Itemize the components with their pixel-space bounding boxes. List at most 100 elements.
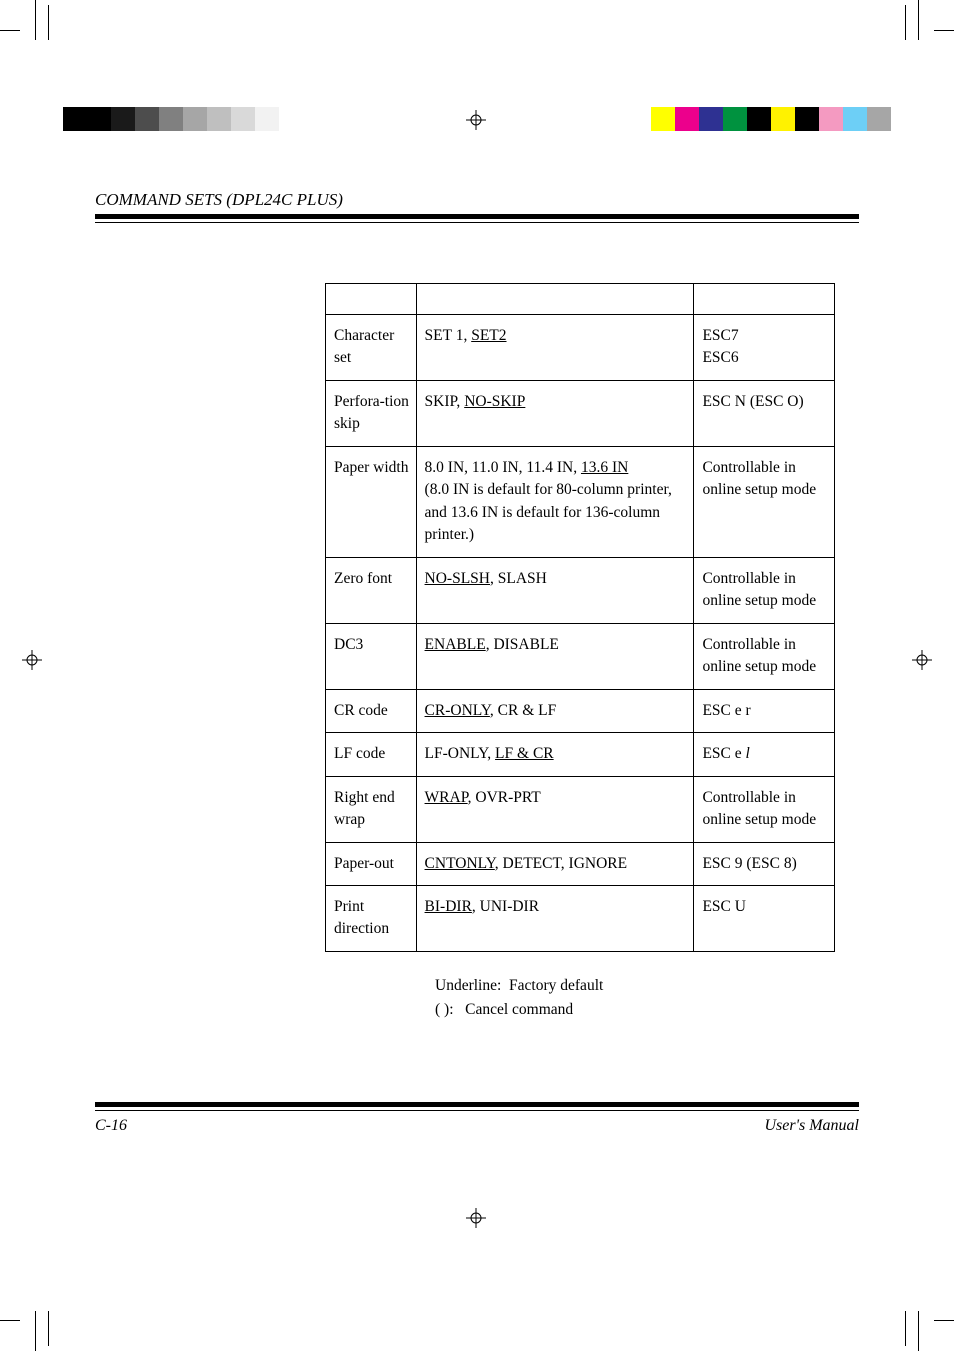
setting-command-cell: ESC U — [694, 885, 835, 951]
page-body: COMMAND SETS (DPL24C PLUS) Character set… — [95, 190, 859, 1022]
page-number: C-16 — [95, 1117, 127, 1135]
cell-text: , SLASH — [490, 570, 547, 587]
table-header-cell — [694, 284, 835, 315]
colorbar-cmyk — [651, 107, 891, 131]
setting-command-cell: ESC e l — [694, 733, 835, 776]
setting-options-cell: CNTONLY, DETECT, IGNORE — [416, 842, 694, 885]
setting-name-cell: LF code — [326, 733, 417, 776]
setting-name-cell: Perfora-tion skip — [326, 380, 417, 446]
cell-text: Controllable in online setup mode — [702, 570, 816, 609]
cell-text: CR-ONLY — [425, 702, 490, 719]
cell-text: (8.0 IN is default for 80-column printer… — [425, 481, 672, 543]
setting-options-cell: NO-SLSH, SLASH — [416, 557, 694, 623]
swatch — [255, 107, 279, 131]
cell-text: ENABLE — [425, 636, 486, 653]
doc-title: User's Manual — [764, 1117, 859, 1135]
table-row: Character setSET 1, SET2ESC7ESC6 — [326, 315, 835, 381]
setting-command-cell: Controllable in online setup mode — [694, 776, 835, 842]
table-row: DC3ENABLE, DISABLEControllable in online… — [326, 623, 835, 689]
cell-text: , DETECT, IGNORE — [495, 855, 627, 872]
cell-text: ESC N (ESC O) — [702, 393, 803, 410]
cell-text: , CR & LF — [490, 702, 556, 719]
header-rule — [95, 214, 859, 223]
swatch — [111, 107, 135, 131]
setting-options-cell: SKIP, NO-SKIP — [416, 380, 694, 446]
swatch — [135, 107, 159, 131]
setting-options-cell: ENABLE, DISABLE — [416, 623, 694, 689]
cell-text: SET2 — [471, 327, 506, 344]
swatch — [795, 107, 819, 131]
setting-name-cell: CR code — [326, 689, 417, 732]
section-title: COMMAND SETS (DPL24C PLUS) — [95, 190, 859, 210]
note-text: Factory default — [509, 977, 603, 994]
setting-name-cell: Zero font — [326, 557, 417, 623]
setting-options-cell: WRAP, OVR-PRT — [416, 776, 694, 842]
crop-mark — [918, 0, 919, 40]
registration-mark-icon — [22, 650, 42, 670]
table-row: Paper-outCNTONLY, DETECT, IGNOREESC 9 (E… — [326, 842, 835, 885]
table-header-cell — [326, 284, 417, 315]
cell-text: BI-DIR — [425, 898, 472, 915]
setting-name-cell: Print direction — [326, 885, 417, 951]
cell-text: 13.6 IN — [581, 459, 628, 476]
cell-text: l — [746, 745, 750, 762]
crop-mark — [0, 1320, 20, 1321]
setting-command-cell: ESC e r — [694, 689, 835, 732]
swatch — [183, 107, 207, 131]
cell-text: Controllable in online setup mode — [702, 459, 816, 498]
swatch — [87, 107, 111, 131]
registration-mark-icon — [912, 650, 932, 670]
note-label: Underline: — [435, 977, 501, 994]
table-row: Zero fontNO-SLSH, SLASHControllable in o… — [326, 557, 835, 623]
table-row: Paper width8.0 IN, 11.0 IN, 11.4 IN, 13.… — [326, 446, 835, 557]
table-row: Right end wrapWRAP, OVR-PRTControllable … — [326, 776, 835, 842]
note-label: ( ): — [435, 1001, 454, 1018]
setting-name-cell: Right end wrap — [326, 776, 417, 842]
setting-name-cell: Paper-out — [326, 842, 417, 885]
table-row: Perfora-tion skipSKIP, NO-SKIP ESC N (ESC… — [326, 380, 835, 446]
table-notes: Underline: Factory default ( ): Cancel c… — [435, 974, 859, 1022]
cell-text: 8.0 IN, 11.0 IN, 11.4 IN, — [425, 459, 581, 476]
setting-options-cell: LF-ONLY, LF & CR — [416, 733, 694, 776]
cell-text: ESC e — [702, 745, 745, 762]
crop-mark — [35, 0, 36, 40]
cell-text: ESC 9 (ESC 8) — [702, 855, 796, 872]
swatch — [675, 107, 699, 131]
swatch — [843, 107, 867, 131]
cell-text: Controllable in online setup mode — [702, 636, 816, 675]
crop-mark — [0, 30, 20, 31]
setting-command-cell: Controllable in online setup mode — [694, 623, 835, 689]
cell-text: ESC e r — [702, 702, 750, 719]
setting-command-cell: Controllable in online setup mode — [694, 557, 835, 623]
cell-text: WRAP — [425, 789, 468, 806]
registration-mark-icon — [466, 110, 486, 130]
crop-mark — [934, 30, 954, 31]
table-header-row — [326, 284, 835, 315]
crop-mark — [48, 1311, 49, 1346]
setting-name-cell: DC3 — [326, 623, 417, 689]
crop-mark — [48, 5, 49, 40]
setting-options-cell: 8.0 IN, 11.0 IN, 11.4 IN, 13.6 IN (8.0 IN… — [416, 446, 694, 557]
swatch — [819, 107, 843, 131]
cell-text: LF & CR — [495, 745, 554, 762]
swatch — [867, 107, 891, 131]
setting-options-cell: CR-ONLY, CR & LF — [416, 689, 694, 732]
cell-text: LF-ONLY, — [425, 745, 496, 762]
swatch — [63, 107, 87, 131]
setting-command-cell: Controllable in online setup mode — [694, 446, 835, 557]
page-footer: C-16 User's Manual — [95, 1102, 859, 1135]
setting-command-cell: ESC N (ESC O) — [694, 380, 835, 446]
cell-text: NO-SLSH — [425, 570, 490, 587]
table-row: CR codeCR-ONLY, CR & LFESC e r — [326, 689, 835, 732]
swatch — [771, 107, 795, 131]
cell-text: ESC U — [702, 898, 746, 915]
cell-text: SKIP, — [425, 393, 465, 410]
table-row: Print direction BI-DIR, UNI-DIR ESC U — [326, 885, 835, 951]
cell-text: , UNI-DIR — [472, 898, 539, 915]
swatch — [651, 107, 675, 131]
crop-mark — [905, 5, 906, 40]
cell-text: CNTONLY — [425, 855, 495, 872]
swatch — [747, 107, 771, 131]
setting-name-cell: Paper width — [326, 446, 417, 557]
table-row: LF codeLF-ONLY, LF & CRESC e l — [326, 733, 835, 776]
